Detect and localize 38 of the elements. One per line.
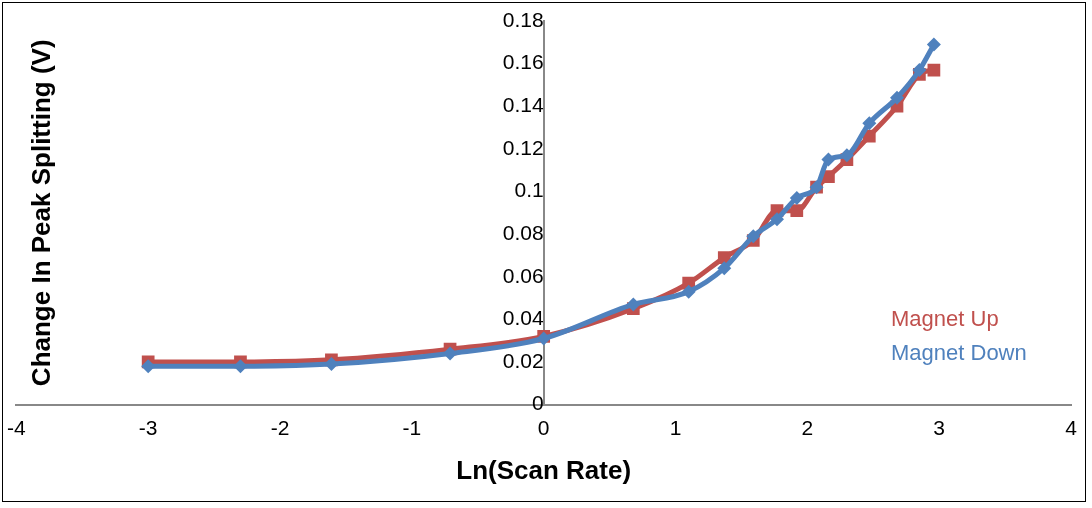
y-tick-label: 0.04 <box>502 306 544 330</box>
point <box>889 90 904 105</box>
point <box>443 346 458 361</box>
text: Magnet Down <box>891 339 1027 365</box>
x-tick-label: -1 <box>402 416 422 439</box>
x-tick-label: -2 <box>270 416 290 439</box>
point <box>324 357 339 372</box>
x-tick-label: 4 <box>1065 416 1078 439</box>
point <box>746 229 761 244</box>
y-tick-label: 0.06 <box>502 263 544 287</box>
y-tick-label: 0 <box>531 391 544 415</box>
point <box>790 204 804 218</box>
point <box>626 297 641 312</box>
point <box>789 190 804 205</box>
point <box>862 116 877 131</box>
y-tick-label: 0.08 <box>502 220 544 244</box>
point <box>926 37 941 52</box>
y-tick-label: 0.18 <box>502 7 544 31</box>
point <box>717 261 732 276</box>
y-axis-title: Change In Peak Splitting (V) <box>26 39 57 387</box>
point <box>681 284 696 299</box>
y-tick-label: 0.16 <box>502 50 544 74</box>
y-tick-label: 0.02 <box>502 348 544 372</box>
x-tick-label: 3 <box>933 416 946 439</box>
point <box>821 152 836 167</box>
y-tick-label: 0.14 <box>502 93 544 117</box>
x-axis-title: Ln(Scan Rate) <box>456 454 632 485</box>
y-tick-label: 0.1 <box>514 178 544 202</box>
x-tick-label: 2 <box>801 416 814 439</box>
x-tick-label: -4 <box>6 416 26 439</box>
point <box>770 212 785 227</box>
text: Magnet Up <box>891 305 999 331</box>
x-tick-label: -3 <box>138 416 158 439</box>
y-tick-label: 0.12 <box>502 135 544 159</box>
point <box>912 63 927 78</box>
point <box>839 148 854 163</box>
point <box>233 359 248 374</box>
x-tick-label: 1 <box>669 416 682 439</box>
